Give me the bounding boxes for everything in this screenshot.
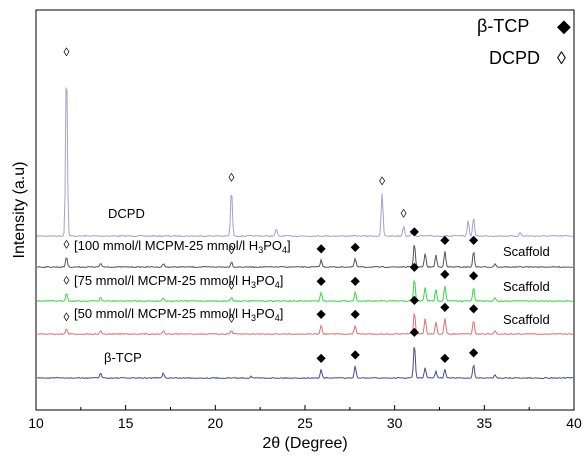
series-label-layer: DCPD [100 mmol/l MCPM-25 mmol/l H3PO4] Sca… bbox=[74, 206, 550, 365]
dcpd-peak-marker: ◊ bbox=[64, 45, 70, 59]
tcp-peak-marker: ◆ bbox=[469, 345, 479, 359]
dcpd-peak-marker: ◊ bbox=[229, 279, 235, 293]
x-tick-label: 15 bbox=[118, 415, 134, 431]
tcp-peak-marker: ◆ bbox=[440, 233, 450, 247]
series-line-tcp bbox=[36, 347, 574, 380]
scaffold-label-s100: Scaffold bbox=[503, 244, 550, 259]
dcpd-peak-marker: ◊ bbox=[64, 273, 70, 287]
tcp-peak-marker: ◆ bbox=[317, 306, 327, 320]
annotation-layer: ◊◊ ◊◊◊ ◊ ◆ ◆◆◆ ◆◊ ◊ ◆ ◆◆ ◆ ◆◊ ◊ ◆ ◆◆ ◆ ◆◆ ◆◆◆ ◆ bbox=[64, 45, 479, 364]
tcp-peak-marker: ◆ bbox=[440, 267, 450, 281]
series-line-s75 bbox=[36, 279, 574, 303]
scaffold-label-s75: Scaffold bbox=[503, 279, 550, 294]
series-label-tcp: β-TCP bbox=[104, 350, 142, 365]
dcpd-peak-marker: ◊ bbox=[379, 174, 385, 188]
dcpd-peak-marker: ◊ bbox=[64, 310, 70, 324]
legend-label-tcp: β-TCP bbox=[477, 16, 529, 36]
tcp-peak-marker: ◆ bbox=[410, 293, 420, 307]
x-tick-label: 10 bbox=[28, 415, 44, 431]
tcp-peak-marker: ◆ bbox=[410, 224, 420, 238]
legend-marker-dcpd: ◊ bbox=[557, 48, 566, 68]
scaffold-label-s50: Scaffold bbox=[503, 312, 550, 327]
tcp-peak-marker: ◆ bbox=[469, 233, 479, 247]
dcpd-peak-marker: ◊ bbox=[229, 243, 235, 257]
dcpd-peak-marker: ◊ bbox=[229, 171, 235, 185]
dcpd-peak-marker: ◊ bbox=[401, 207, 407, 221]
x-tick-label: 20 bbox=[208, 415, 224, 431]
tcp-peak-marker: ◆ bbox=[317, 273, 327, 287]
tcp-peak-marker: ◆ bbox=[440, 300, 450, 314]
tcp-peak-marker: ◆ bbox=[440, 350, 450, 364]
tcp-peak-marker: ◆ bbox=[351, 306, 361, 320]
x-ticks: 10 15 20 25 30 35 40 bbox=[28, 405, 582, 431]
x-axis-title: 2θ (Degree) bbox=[262, 435, 347, 452]
tcp-peak-marker: ◆ bbox=[317, 350, 327, 364]
tcp-peak-marker: ◆ bbox=[469, 268, 479, 282]
series-layer bbox=[36, 86, 574, 380]
tcp-peak-marker: ◆ bbox=[410, 260, 420, 274]
y-axis-title: Intensity (a.u) bbox=[11, 162, 28, 259]
legend-marker-tcp: ◆ bbox=[557, 16, 571, 36]
series-label-s75: [75 mmol/l MCPM-25 mmol/l H3PO4] bbox=[74, 273, 283, 290]
dcpd-peak-marker: ◊ bbox=[64, 238, 70, 252]
dcpd-peak-marker: ◊ bbox=[229, 312, 235, 326]
x-tick-label: 35 bbox=[477, 415, 493, 431]
tcp-peak-marker: ◆ bbox=[317, 241, 327, 255]
series-line-s100 bbox=[36, 244, 574, 269]
tcp-peak-marker: ◆ bbox=[351, 347, 361, 361]
tcp-peak-marker: ◆ bbox=[351, 239, 361, 253]
x-tick-label: 25 bbox=[297, 415, 313, 431]
legend-label-dcpd: DCPD bbox=[489, 48, 540, 68]
legend: β-TCP ◆ DCPD ◊ bbox=[477, 16, 571, 68]
tcp-peak-marker: ◆ bbox=[410, 325, 420, 339]
tcp-peak-marker: ◆ bbox=[351, 273, 361, 287]
x-tick-label: 40 bbox=[566, 415, 582, 431]
series-line-dcpd bbox=[36, 86, 574, 238]
x-tick-label: 30 bbox=[387, 415, 403, 431]
series-label-s50: [50 mmol/l MCPM-25 mmol/l H3PO4] bbox=[74, 306, 283, 323]
tcp-peak-marker: ◆ bbox=[469, 301, 479, 315]
series-label-dcpd: DCPD bbox=[108, 206, 145, 221]
series-line-s50 bbox=[36, 312, 574, 336]
series-label-s100: [100 mmol/l MCPM-25 mmol/l H3PO4] bbox=[74, 238, 291, 255]
